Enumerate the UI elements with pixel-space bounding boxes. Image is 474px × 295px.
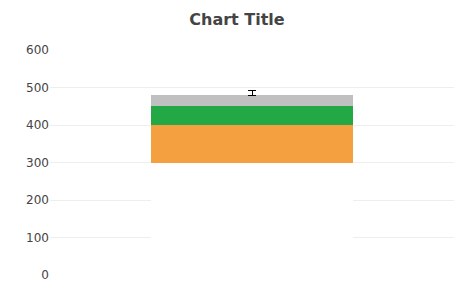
svg-text:0: 0 [41,268,49,282]
svg-text:400: 400 [26,118,49,132]
svg-text:200: 200 [26,193,49,207]
svg-text:600: 600 [26,43,49,57]
svg-text:Chart Title: Chart Title [189,10,285,29]
svg-text:300: 300 [26,156,49,170]
svg-text:500: 500 [26,81,49,95]
svg-text:100: 100 [26,231,49,245]
